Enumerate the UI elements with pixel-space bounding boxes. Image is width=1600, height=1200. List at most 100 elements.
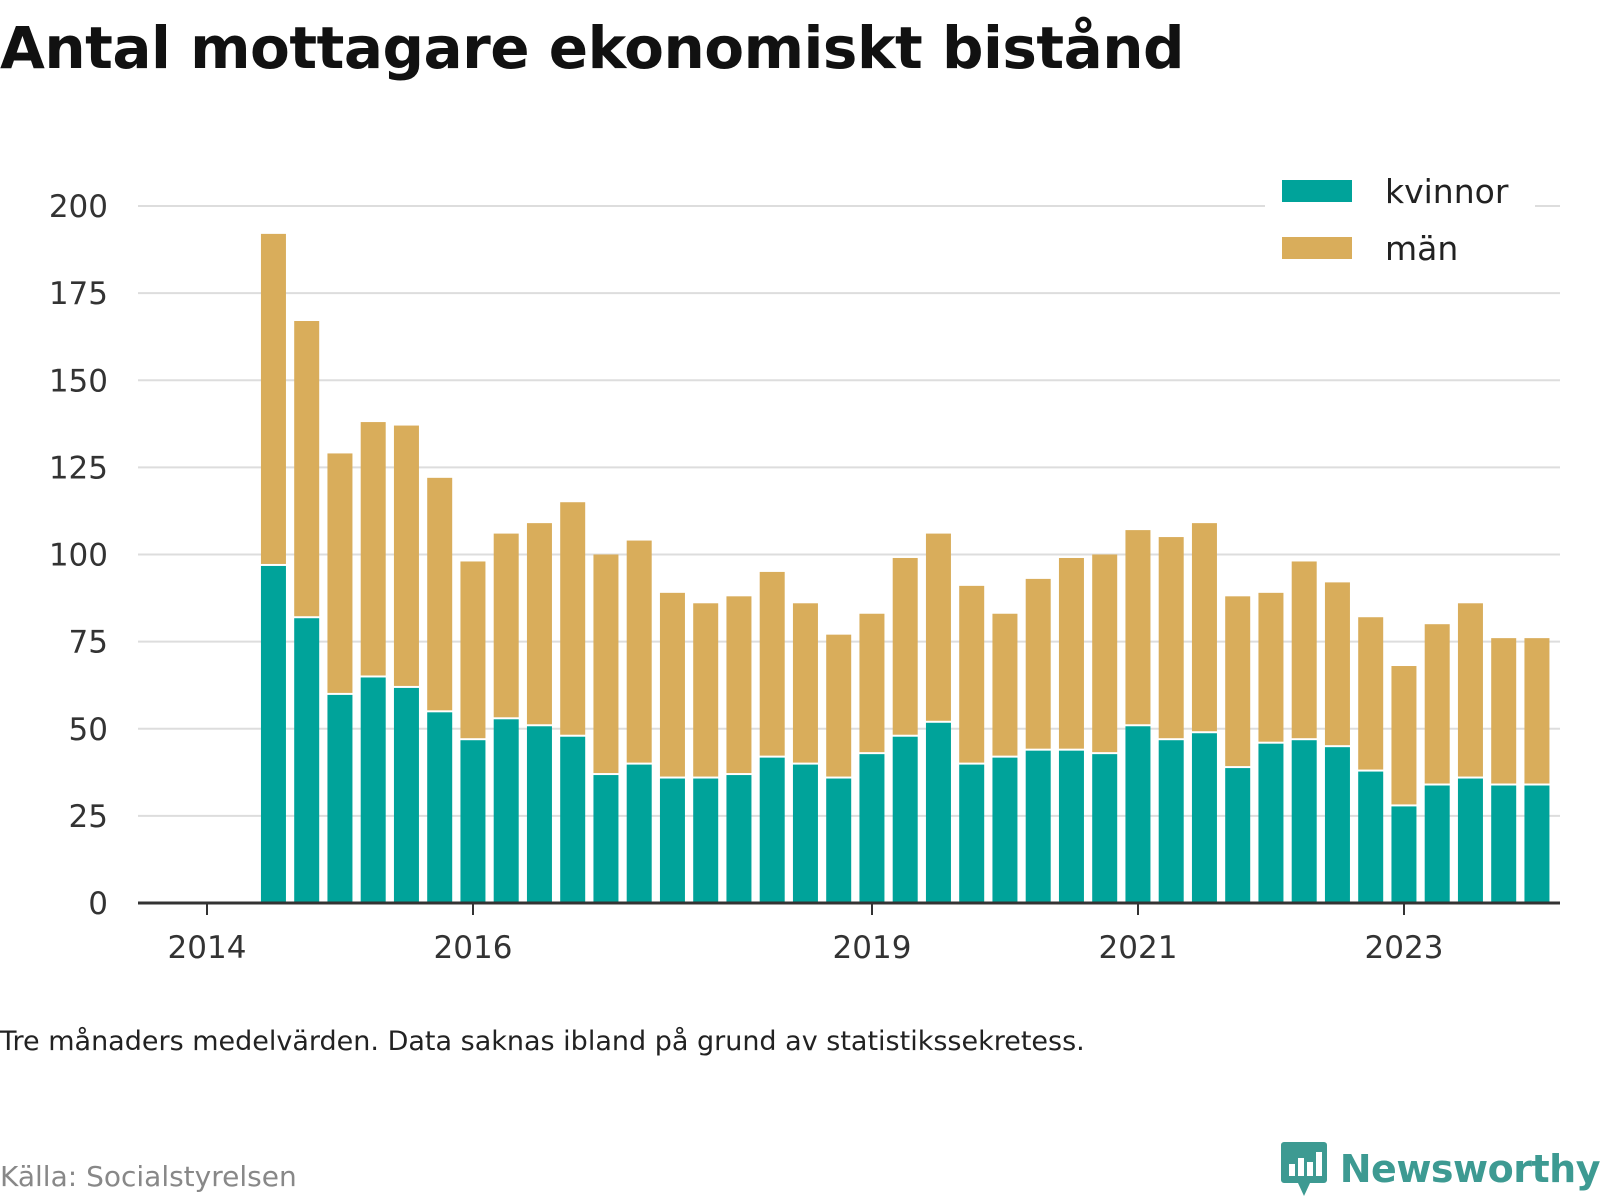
x-tick-label: 2016 [434,930,513,966]
y-tick-label: 75 [69,625,108,661]
legend-label: kvinnor [1385,172,1509,211]
bar-kvinnor [1025,750,1051,903]
bar-kvinnor [992,757,1018,903]
bars [260,233,1550,903]
source-credit: Källa: Socialstyrelsen [0,1160,297,1193]
x-tick-label: 2014 [168,930,247,966]
bar-man [1491,638,1517,784]
bar-kvinnor [360,677,386,903]
y-tick-label: 200 [49,189,108,225]
bar-kvinnor [925,722,951,903]
bar-kvinnor [1324,747,1350,903]
bar-man [1524,638,1550,784]
x-tick-label: 2023 [1365,930,1444,966]
bar-kvinnor [659,778,685,903]
x-tick-label: 2021 [1099,930,1178,966]
bar-kvinnor [892,736,918,903]
bar-kvinnor [693,778,719,903]
bar-man [626,540,652,763]
brand-name: Newsworthy [1339,1147,1600,1191]
bar-man [593,554,619,774]
bar-kvinnor [1391,806,1417,903]
bar-man [1324,582,1350,746]
legend-swatch [1282,237,1352,259]
bar-man [1258,592,1284,742]
bar-man [393,425,419,686]
brand-logo: Newsworthy [1280,1140,1600,1198]
legend-swatch [1282,180,1352,202]
bar-man [1158,537,1184,739]
bar-kvinnor [1491,785,1517,903]
bar-man [792,603,818,763]
bar-man [360,422,386,676]
y-tick-label: 150 [49,363,108,399]
bar-man [1225,596,1251,767]
bar-man [1424,624,1450,784]
y-tick-label: 100 [49,538,108,574]
bar-man [959,585,985,763]
bar-kvinnor [1191,733,1217,903]
bar-kvinnor [1158,740,1184,903]
chart-title: Antal mottagare ekonomiskt bistånd [0,14,1185,82]
bar-kvinnor [526,726,552,903]
bar-kvinnor [493,719,519,903]
bar-man [693,603,719,777]
bar-man [726,596,752,774]
x-tick-label: 2019 [833,930,912,966]
bar-man [1391,666,1417,805]
y-tick-label: 25 [69,799,108,835]
y-tick-label: 175 [49,276,108,312]
bar-kvinnor [1058,750,1084,903]
bar-man [294,321,320,617]
bar-man [526,523,552,725]
bar-man [1191,523,1217,732]
bar-man [892,557,918,735]
chart-note: Tre månaders medelvärden. Data saknas ib… [0,1026,1085,1057]
bar-man [427,477,453,711]
legend: kvinnor män [1265,172,1535,268]
bar-man [1457,603,1483,777]
bar-kvinnor [959,764,985,903]
newsworthy-logo-icon [1280,1142,1327,1196]
bar-man [560,502,586,735]
bar-kvinnor [327,694,353,903]
bar-kvinnor [826,778,852,903]
bar-kvinnor [1358,771,1384,903]
y-tick-label: 125 [49,450,108,486]
bar-kvinnor [1258,743,1284,903]
bar-kvinnor [1424,785,1450,903]
bar-kvinnor [1225,768,1251,903]
bar-kvinnor [759,757,785,903]
bar-man [1058,557,1084,749]
y-tick-label: 50 [69,712,108,748]
bar-kvinnor [859,754,885,903]
y-tick-label: 0 [88,886,108,922]
bar-kvinnor [1291,740,1317,903]
bar-man [460,561,486,739]
bar-man [826,634,852,777]
bar-man [925,533,951,721]
bar-kvinnor [792,764,818,903]
bar-kvinnor [427,712,453,903]
bar-kvinnor [593,775,619,903]
bar-man [1125,530,1151,725]
bar-kvinnor [560,736,586,903]
bar-man [260,233,286,564]
bar-kvinnor [294,618,320,903]
bar-man [992,613,1018,756]
legend-label: män [1385,229,1458,268]
bar-kvinnor [1524,785,1550,903]
x-axis: 2014 2016 2019 2021 2023 [138,901,1560,966]
bar-man [327,453,353,693]
bar-man [1025,578,1051,749]
bar-man [859,613,885,753]
bar-kvinnor [726,775,752,903]
bar-man [1291,561,1317,739]
bar-man [759,571,785,756]
bar-kvinnor [460,740,486,903]
bar-kvinnor [1092,754,1118,903]
bar-man [659,592,685,777]
bar-kvinnor [1457,778,1483,903]
bar-kvinnor [1125,726,1151,903]
